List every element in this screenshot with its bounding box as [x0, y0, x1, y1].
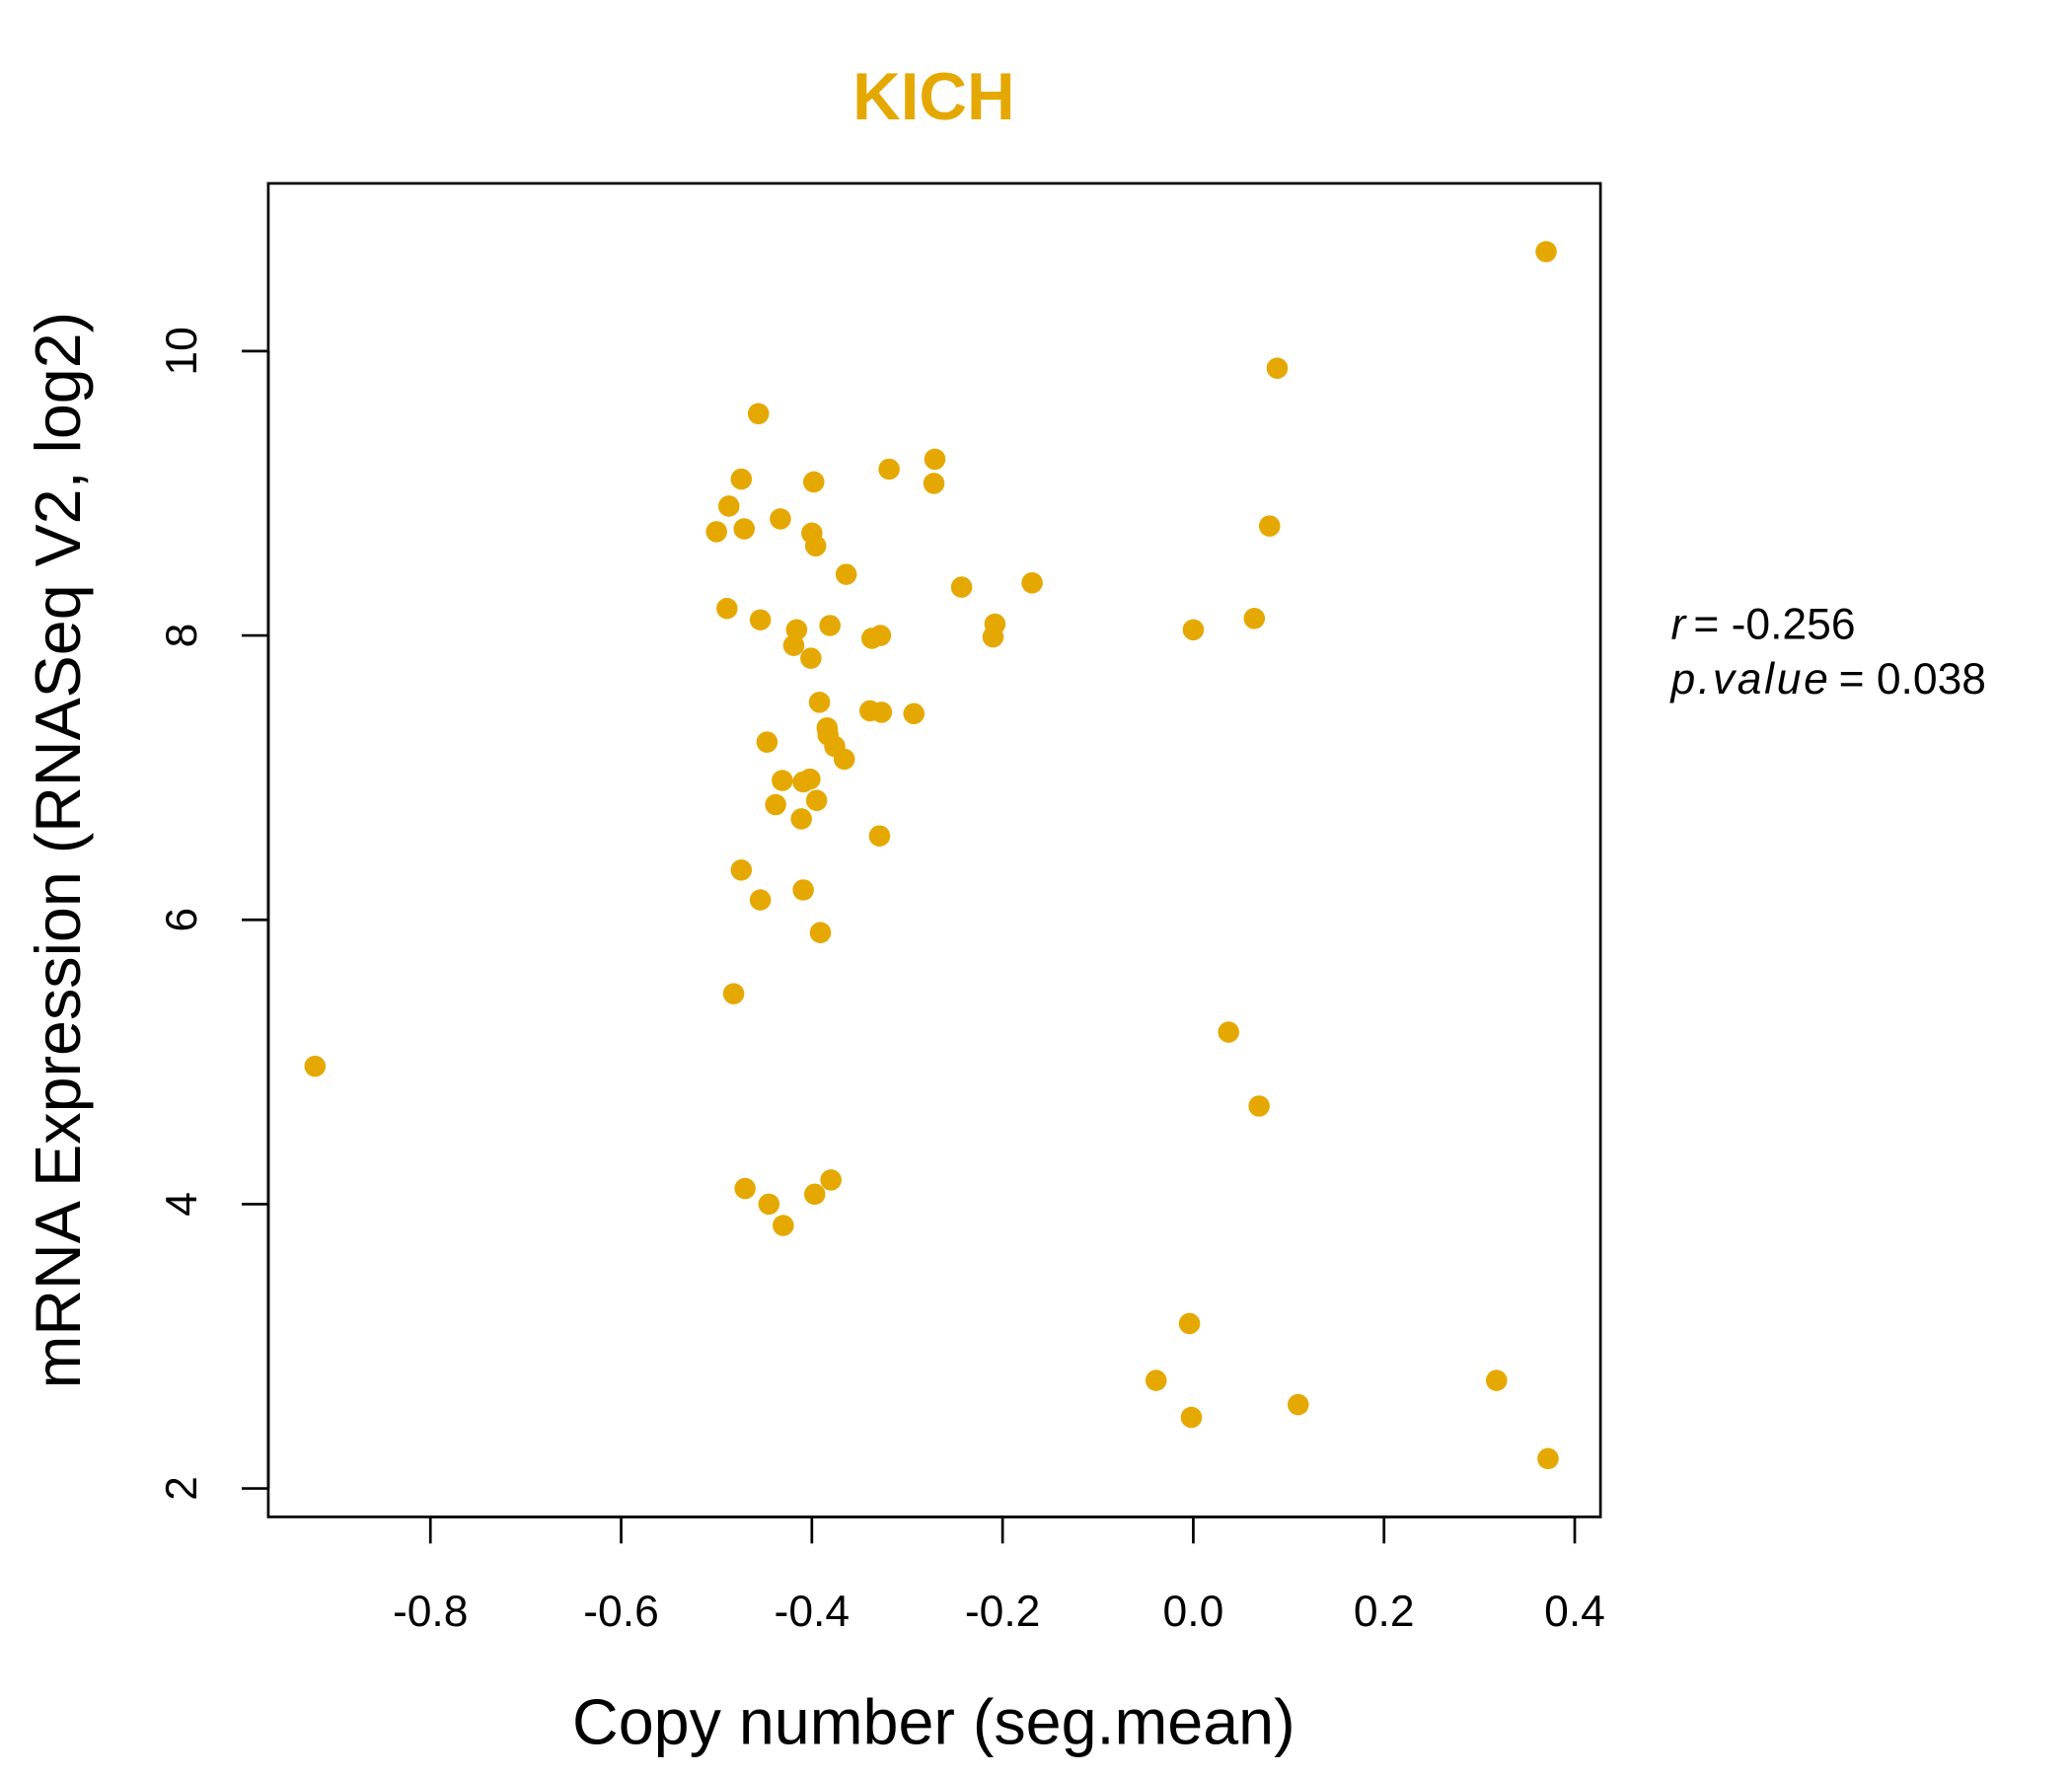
correlation-annotation: r = -0.256 p.value = 0.038 [1668, 601, 1986, 703]
data-point [790, 808, 812, 830]
data-point [1218, 1021, 1239, 1043]
data-point [1287, 1393, 1309, 1416]
x-tick-label: -0.6 [583, 1588, 659, 1636]
y-axis: 2 4 6 8 10 [158, 327, 270, 1501]
y-tick-label: 2 [158, 1476, 206, 1501]
data-point [1243, 608, 1266, 629]
y-tick-label: 10 [158, 327, 206, 375]
x-tick-label: -0.4 [775, 1588, 851, 1636]
data-point [833, 748, 855, 771]
data-point [304, 1055, 327, 1077]
data-point [772, 770, 793, 791]
data-point [749, 889, 772, 911]
data-point [878, 458, 900, 481]
data-point [1182, 619, 1205, 641]
data-point [924, 448, 946, 471]
y-tick-label: 4 [158, 1192, 206, 1217]
data-point [1266, 357, 1289, 379]
data-point [758, 1193, 780, 1216]
data-point [705, 521, 727, 543]
data-point [1537, 1447, 1559, 1470]
data-point [805, 789, 828, 811]
chart-title: KICH [852, 60, 1014, 134]
x-axis: -0.8 -0.6 -0.4 -0.2 0.0 0.2 0.4 [393, 1516, 1605, 1636]
data-point [734, 1177, 756, 1200]
data-point [730, 859, 753, 881]
p-label: p.value [1668, 655, 1830, 703]
data-point [716, 597, 738, 620]
data-point [733, 518, 755, 540]
data-point [800, 647, 822, 669]
data-point [869, 625, 892, 646]
data-point [1180, 1406, 1203, 1429]
data-point [799, 768, 821, 790]
data-point [868, 825, 891, 847]
data-point [802, 471, 825, 493]
data-point [722, 983, 745, 1004]
y-tick-label: 8 [158, 624, 206, 648]
data-point [809, 922, 832, 943]
data-point [1485, 1369, 1508, 1391]
data-point [756, 731, 778, 753]
svg-text:r= -0.256: r = -0.256 [1670, 601, 1855, 649]
data-point [835, 563, 857, 585]
data-point [819, 615, 841, 636]
plot-frame [266, 182, 1602, 1518]
x-tick-label: -0.2 [965, 1588, 1041, 1636]
data-point [1021, 571, 1043, 594]
y-tick-label: 6 [158, 908, 206, 932]
x-tick-label: 0.4 [1544, 1588, 1605, 1636]
y-axis-label: mRNA Expression (RNASeq V2, log2) [23, 312, 94, 1389]
data-point [820, 1169, 842, 1191]
data-point [792, 879, 814, 901]
data-point [923, 473, 945, 494]
x-tick-label: 0.0 [1163, 1588, 1224, 1636]
svg-text:p.value= 0.038: p.value = 0.038 [1668, 655, 1986, 703]
data-point [804, 535, 827, 557]
data-point [803, 1183, 826, 1206]
data-point [1145, 1369, 1167, 1391]
r-label: r [1670, 601, 1687, 649]
data-point [1178, 1312, 1201, 1335]
data-point [950, 576, 973, 598]
data-point [747, 403, 770, 425]
data-point [982, 626, 1004, 648]
data-point [770, 508, 791, 530]
x-tick-label: -0.8 [393, 1588, 469, 1636]
data-point [870, 702, 893, 723]
data-points [304, 241, 1559, 1470]
p-value: = 0.038 [1839, 655, 1986, 703]
data-point [1258, 515, 1281, 537]
x-tick-label: 0.2 [1354, 1588, 1415, 1636]
data-point [1535, 241, 1557, 262]
data-point [773, 1215, 794, 1236]
data-point [717, 495, 740, 517]
x-axis-label: Copy number (seg.mean) [572, 1687, 1295, 1758]
r-value: = -0.256 [1693, 601, 1855, 649]
data-point [765, 793, 786, 816]
data-point [749, 609, 772, 630]
data-point [903, 703, 925, 725]
data-point [782, 634, 805, 656]
data-point [730, 468, 753, 490]
data-point [808, 692, 831, 713]
data-point [1248, 1095, 1270, 1117]
